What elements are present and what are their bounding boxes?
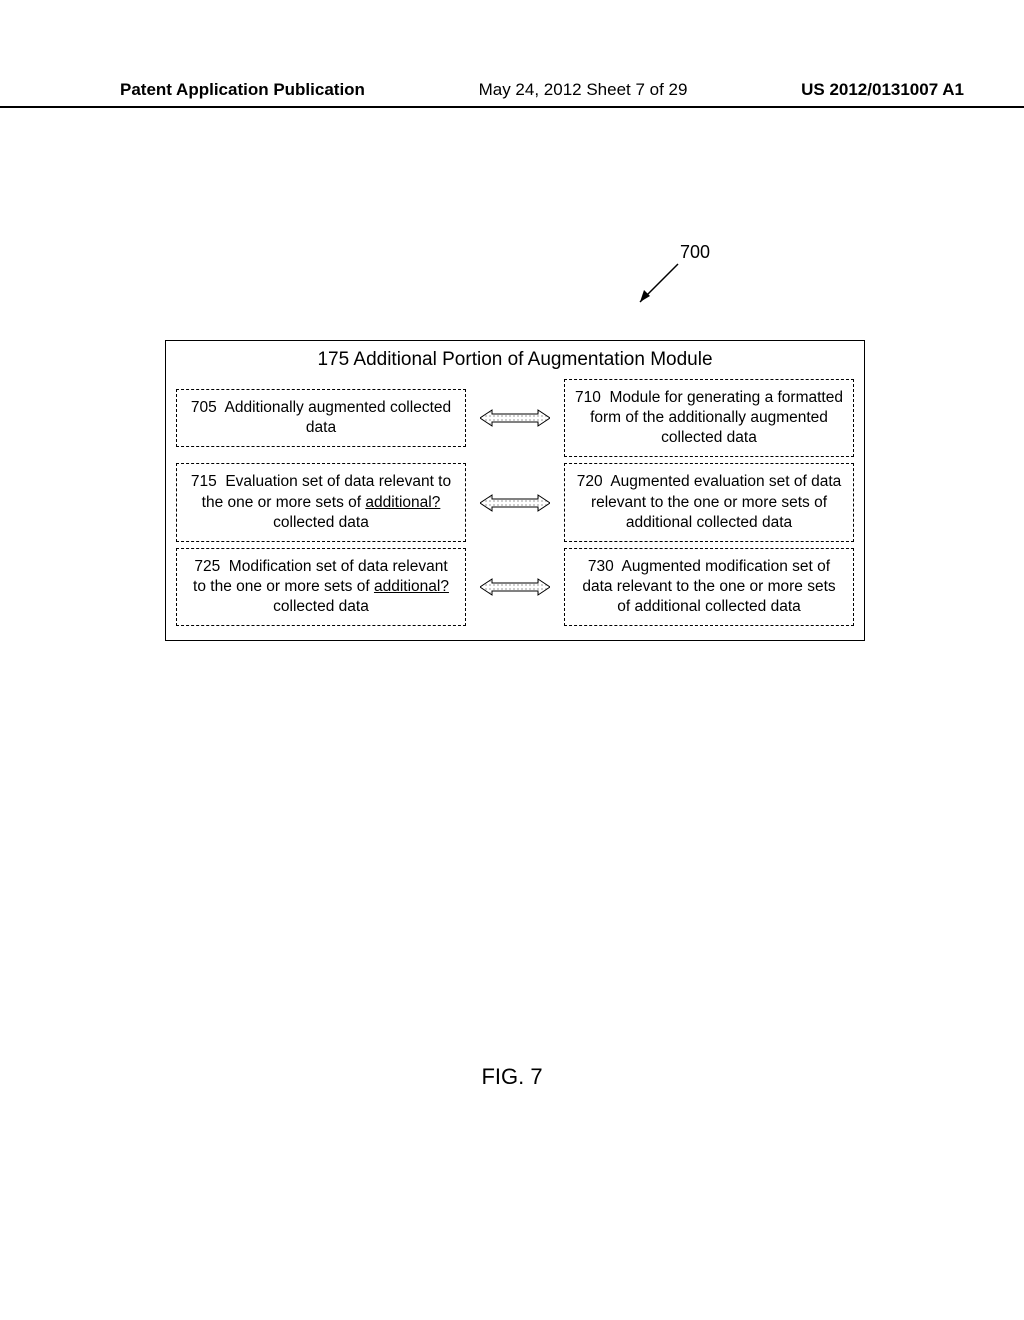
augmentation-module-diagram: 175 Additional Portion of Augmentation M… — [165, 340, 865, 641]
module-title: 175 Additional Portion of Augmentation M… — [176, 349, 854, 371]
bidirectional-arrow-icon — [480, 406, 550, 430]
reference-arrow-icon — [630, 260, 690, 310]
figure-label: FIG. 7 — [0, 1064, 1024, 1090]
diagram-box-710: 710 Module for generating a formatted fo… — [564, 379, 854, 457]
diagram-box-725: 725 Modification set of data relevant to… — [176, 548, 466, 626]
diagram-box-715: 715 Evaluation set of data relevant to t… — [176, 463, 466, 541]
bidirectional-arrow-icon — [480, 491, 550, 515]
header-left: Patent Application Publication — [120, 80, 365, 100]
diagram-box-730: 730 Augmented modification set of data r… — [564, 548, 854, 626]
bidirectional-arrow-icon — [480, 575, 550, 599]
diagram-row: 725 Modification set of data relevant to… — [176, 548, 854, 626]
header-right: US 2012/0131007 A1 — [801, 80, 964, 100]
page-header: Patent Application Publication May 24, 2… — [0, 80, 1024, 108]
diagram-row: 715 Evaluation set of data relevant to t… — [176, 463, 854, 541]
diagram-row: 705 Additionally augmented collected dat… — [176, 379, 854, 457]
header-mid: May 24, 2012 Sheet 7 of 29 — [479, 80, 688, 100]
diagram-box-705: 705 Additionally augmented collected dat… — [176, 389, 466, 447]
diagram-box-720: 720 Augmented evaluation set of data rel… — [564, 463, 854, 541]
